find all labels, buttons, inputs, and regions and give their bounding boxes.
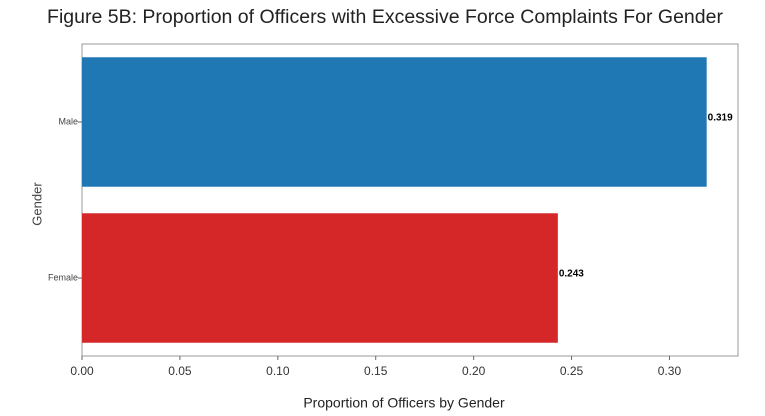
x-tick-label: 0.05 [168,364,192,378]
data-label: 0.319 [708,113,733,124]
chart-title: Figure 5B: Proportion of Officers with E… [47,6,723,28]
bar [82,57,707,187]
bar [82,213,558,343]
x-tick-label: 0.25 [560,364,584,378]
x-axis-label: Proportion of Officers by Gender [303,395,505,411]
x-tick-label: 0.00 [70,364,94,378]
y-tick-label: Male [58,116,78,126]
y-axis-label: Gender [29,182,44,226]
x-tick-label: 0.20 [462,364,486,378]
data-label: 0.243 [559,269,584,280]
x-tick-label: 0.30 [658,364,682,378]
plot-frame [81,43,739,357]
y-tick-label: Female [48,272,78,282]
x-tick-label: 0.15 [364,364,388,378]
x-tick-label: 0.10 [266,364,290,378]
